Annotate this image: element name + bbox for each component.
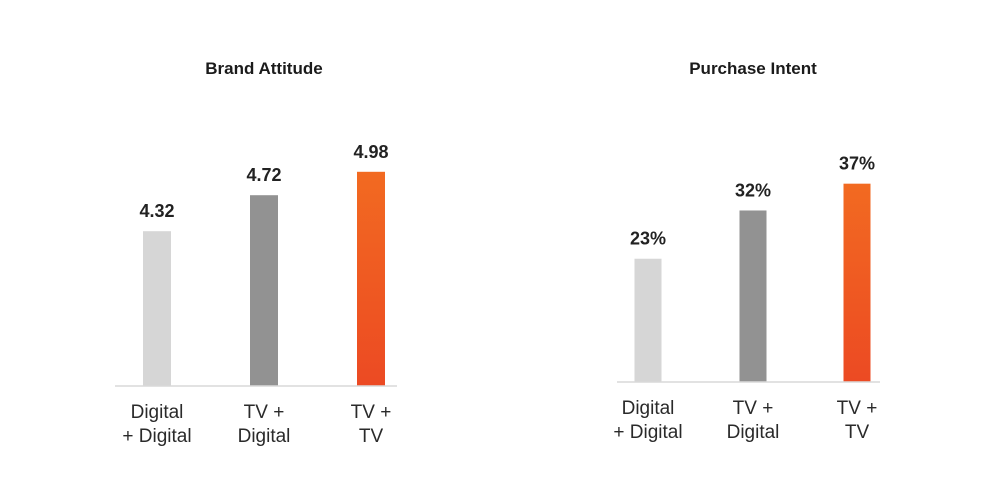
brand-attitude-category-line-3-2: TV [359, 426, 384, 447]
purchase-intent-value-label-3: 37% [839, 154, 875, 174]
purchase-intent-bar-3 [843, 183, 871, 382]
brand-attitude-bar-3 [357, 171, 385, 386]
purchase-intent-chart: Purchase Intent 23% Digital + Digital 32% TV … [613, 59, 880, 443]
brand-attitude-category-label-2: TV + Digital [238, 402, 291, 447]
brand-attitude-value-label-3: 4.98 [353, 142, 388, 162]
brand-attitude-category-line-1-1: Digital [131, 402, 184, 423]
brand-attitude-value-label-1: 4.32 [139, 201, 174, 221]
brand-attitude-bar-2 [250, 195, 278, 386]
purchase-intent-category-line-1-2: + Digital [613, 422, 682, 443]
brand-attitude-bar-1 [143, 231, 171, 386]
brand-attitude-category-line-1-2: + Digital [122, 426, 191, 447]
purchase-intent-category-label-1: Digital + Digital [613, 398, 682, 443]
purchase-intent-bar-2 [739, 210, 767, 382]
purchase-intent-category-line-1-1: Digital [622, 398, 675, 419]
purchase-intent-category-line-2-2: Digital [727, 422, 780, 443]
purchase-intent-category-line-3-2: TV [845, 422, 870, 443]
brand-attitude-category-line-3-1: TV + [351, 402, 392, 423]
brand-attitude-category-label-1: Digital + Digital [122, 402, 191, 447]
purchase-intent-title: Purchase Intent [689, 59, 817, 78]
purchase-intent-bar-1 [634, 258, 662, 382]
purchase-intent-value-label-1: 23% [630, 229, 666, 249]
purchase-intent-category-line-2-1: TV + [733, 398, 774, 419]
purchase-intent-value-label-2: 32% [735, 180, 771, 200]
brand-attitude-category-label-3: TV + TV [351, 402, 392, 447]
brand-attitude-chart: Brand Attitude 4.32 Digital + Digital 4.72 TV… [115, 59, 397, 447]
brand-attitude-title: Brand Attitude [205, 59, 322, 78]
purchase-intent-category-line-3-1: TV + [837, 398, 878, 419]
brand-attitude-category-line-2-1: TV + [244, 402, 285, 423]
brand-attitude-value-label-2: 4.72 [246, 165, 281, 185]
purchase-intent-category-label-2: TV + Digital [727, 398, 780, 443]
purchase-intent-category-label-3: TV + TV [837, 398, 878, 443]
brand-attitude-category-line-2-2: Digital [238, 426, 291, 447]
